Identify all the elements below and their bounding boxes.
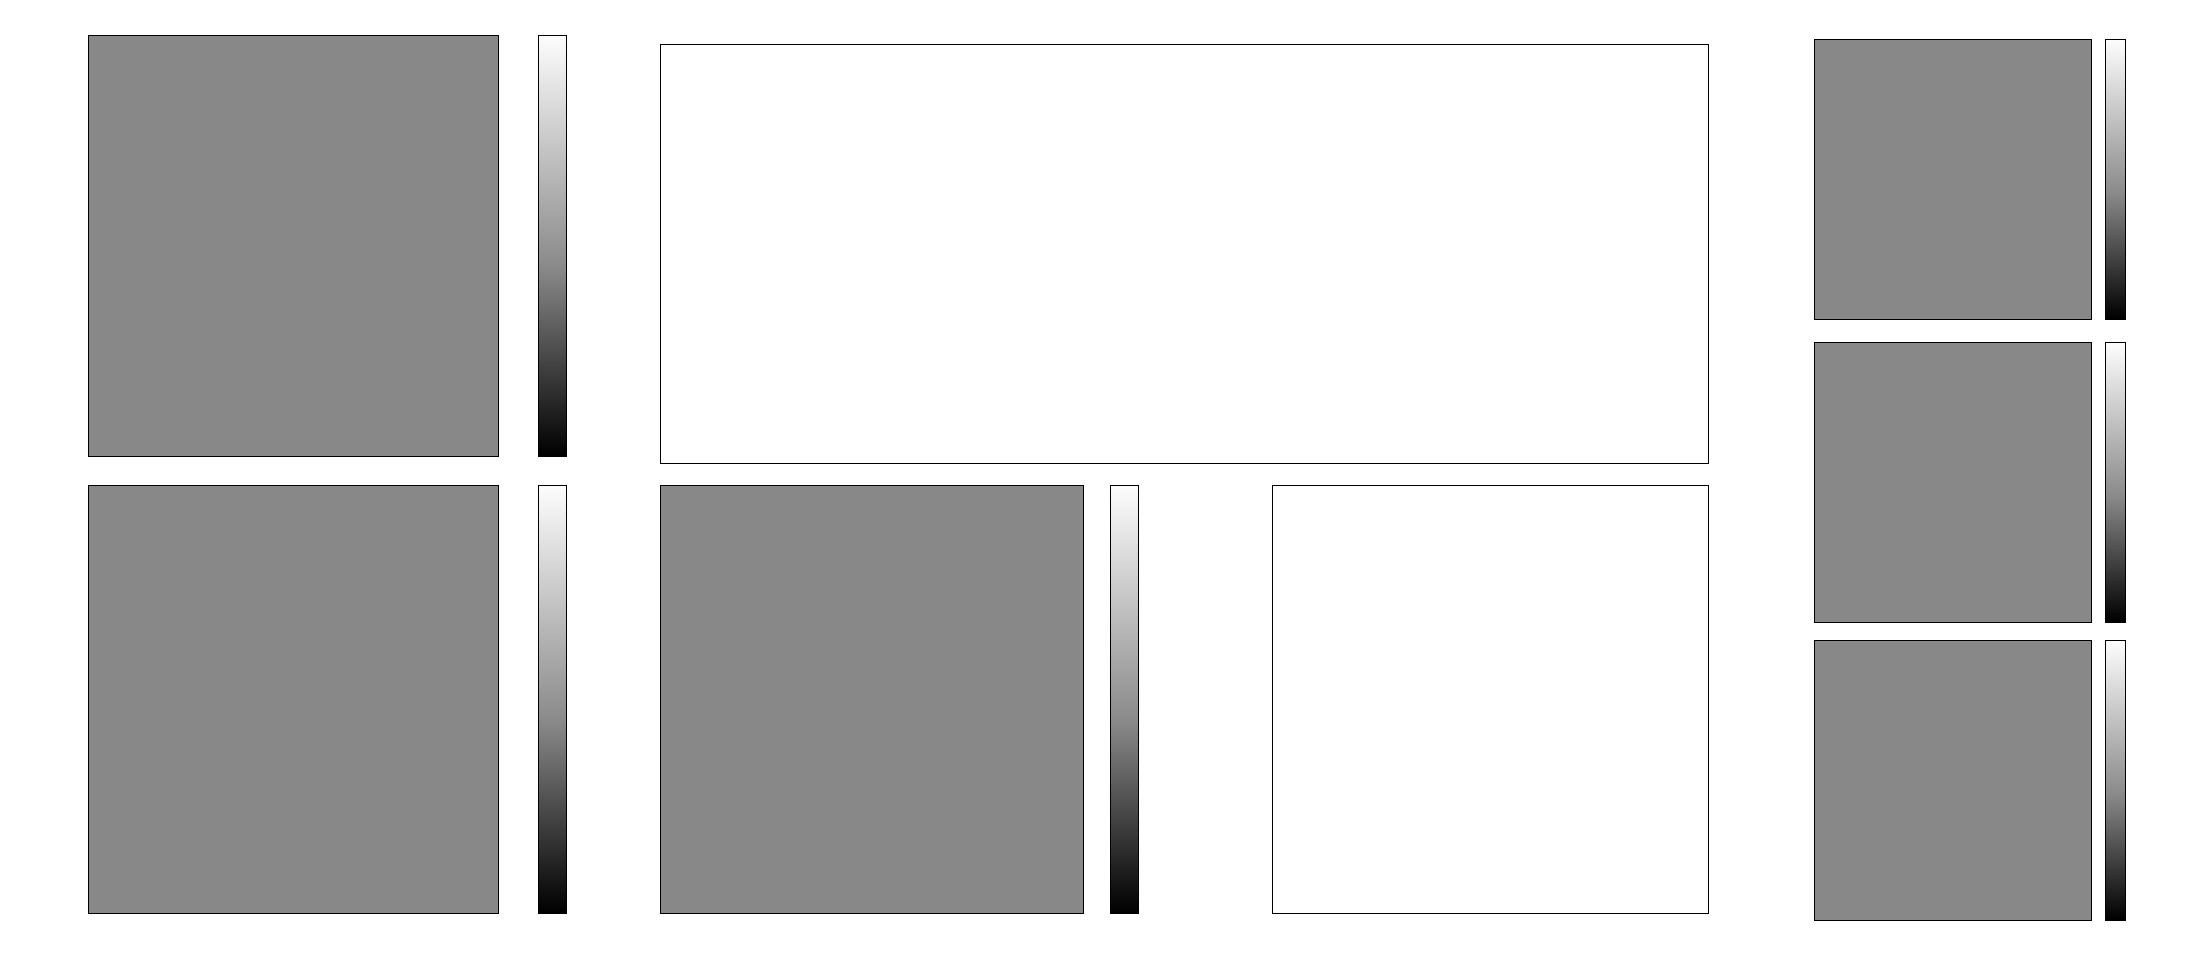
transient-colorbar xyxy=(538,35,567,457)
rms-cutout-panel xyxy=(1814,39,2092,320)
flux-histogram-panel xyxy=(1272,485,1709,914)
deep-colorbar xyxy=(1110,485,1139,914)
lightcurve-panel xyxy=(660,44,1709,464)
spike-cutout-panel xyxy=(1814,342,2092,623)
tcg-colorbar xyxy=(2105,640,2126,921)
deep-cutout-panel xyxy=(660,485,1084,914)
gleam-cutout-panel xyxy=(88,485,499,914)
spike-colorbar xyxy=(2105,342,2126,623)
gleam-colorbar xyxy=(538,485,567,914)
rms-colorbar xyxy=(2105,39,2126,320)
tcg-cutout-panel xyxy=(1814,640,2092,921)
transient-cutout-panel xyxy=(88,35,499,457)
